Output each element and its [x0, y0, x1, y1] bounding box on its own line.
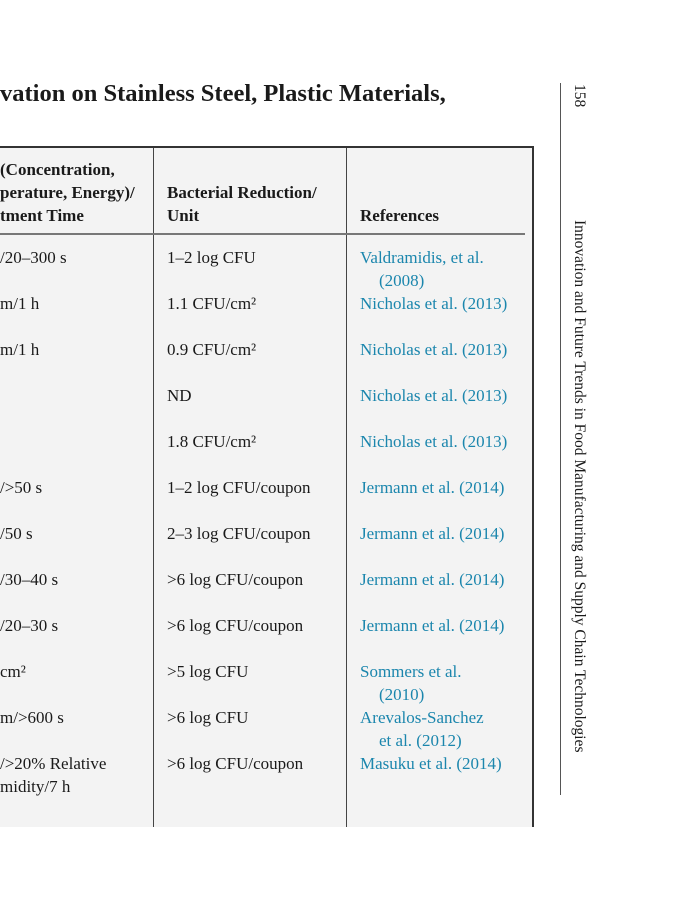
column-divider [346, 148, 347, 827]
cell-line: m/>600 s [0, 708, 64, 727]
header-line: Unit [167, 206, 200, 225]
cell-reduction: 1.1 CFU/cm² [167, 294, 257, 313]
cell-conditions: /20–30 s [0, 614, 58, 637]
cell-line: m/1 h [0, 340, 40, 359]
cell-reduction: 1–2 log CFU/coupon [167, 478, 311, 497]
cell-line: midity/7 h [0, 777, 71, 796]
cell-conditions: cm² [0, 660, 26, 683]
header-line: tment Time [0, 206, 84, 225]
cell-line: /30–40 s [0, 570, 59, 589]
table-title: vation on Stainless Steel, Plastic Mater… [0, 80, 446, 107]
header-line: perature, Energy)/ [0, 183, 135, 202]
cell-reduction: >6 log CFU/coupon [167, 754, 304, 773]
cell-reduction: ND [167, 386, 192, 405]
cell-line: et al. (2012) [379, 731, 462, 750]
cell-line: m/1 h [0, 294, 40, 313]
cell-conditions: m/1 h [0, 338, 39, 361]
cell-reference-link[interactable]: Nicholas et al. (2013) [360, 292, 507, 315]
cell-line: Masuku et al. (2014) [360, 754, 502, 773]
cell-reduction: 1–2 log CFU [167, 248, 256, 267]
cell-conditions: /50 s [0, 522, 33, 545]
cell-line: Nicholas et al. (2013) [360, 340, 508, 359]
data-table: (Concentration, perature, Energy)/ tment… [0, 146, 534, 827]
cell-reference-link[interactable]: Valdramidis, et al. (2008) [360, 246, 484, 292]
cell-reference-link[interactable]: Jermann et al. (2014) [360, 522, 504, 545]
cell-line: Arevalos-Sanchez [360, 708, 484, 727]
cell-reduction: >6 log CFU/coupon [167, 570, 304, 589]
cell-reduction: 1.8 CFU/cm² [167, 432, 257, 451]
cell-line: /20–30 s [0, 616, 59, 635]
cell-conditions: /30–40 s [0, 568, 58, 591]
header-conditions: (Concentration, perature, Energy)/ tment… [0, 158, 135, 227]
cell-conditions: m/1 h [0, 292, 39, 315]
cell-line: />20% Relative [0, 754, 107, 773]
header-line: Bacterial Reduction/ [167, 183, 317, 202]
cell-line: Jermann et al. (2014) [360, 524, 505, 543]
cell-reference-link[interactable]: Jermann et al. (2014) [360, 614, 504, 637]
cell-reference-link[interactable]: Jermann et al. (2014) [360, 568, 504, 591]
header-references: References [360, 206, 439, 225]
cell-line: /50 s [0, 524, 33, 543]
cell-reference-link[interactable]: Nicholas et al. (2013) [360, 384, 507, 407]
cell-reduction: >6 log CFU [167, 708, 249, 727]
cell-line: Jermann et al. (2014) [360, 570, 505, 589]
cell-line: Valdramidis, et al. [360, 248, 484, 267]
column-divider [153, 148, 154, 827]
cell-line: (2008) [379, 271, 425, 290]
cell-reference-link[interactable]: Jermann et al. (2014) [360, 476, 504, 499]
header-reduction: Bacterial Reduction/ Unit [167, 181, 317, 227]
cell-reference-link[interactable]: Arevalos-Sanchez et al. (2012) [360, 706, 484, 752]
cell-reduction: >5 log CFU [167, 662, 249, 681]
margin-rule [560, 83, 561, 795]
header-rule [0, 233, 525, 235]
cell-reference-link[interactable]: Nicholas et al. (2013) [360, 430, 507, 453]
cell-reduction: 2–3 log CFU/coupon [167, 524, 311, 543]
cell-conditions: /20–300 s [0, 246, 67, 269]
cell-line: Jermann et al. (2014) [360, 616, 505, 635]
running-head: 158 Innovation and Future Trends in Food … [570, 84, 588, 752]
cell-line: cm² [0, 662, 26, 681]
cell-reduction: 0.9 CFU/cm² [167, 340, 257, 359]
cell-conditions: />20% Relative midity/7 h [0, 752, 106, 798]
cell-reference-link[interactable]: Masuku et al. (2014) [360, 752, 502, 775]
cell-line: (2010) [379, 685, 425, 704]
cell-line: />50 s [0, 478, 43, 497]
cell-line: /20–300 s [0, 248, 67, 267]
cell-conditions: m/>600 s [0, 706, 64, 729]
cell-line: Nicholas et al. (2013) [360, 386, 508, 405]
cell-reference-link[interactable]: Nicholas et al. (2013) [360, 338, 507, 361]
cell-line: Sommers et al. [360, 662, 462, 681]
cell-line: Jermann et al. (2014) [360, 478, 505, 497]
book-title: Innovation and Future Trends in Food Man… [571, 220, 588, 753]
cell-conditions: />50 s [0, 476, 42, 499]
cell-reduction: >6 log CFU/coupon [167, 616, 304, 635]
cell-line: Nicholas et al. (2013) [360, 294, 508, 313]
cell-reference-link[interactable]: Sommers et al. (2010) [360, 660, 462, 706]
cell-line: Nicholas et al. (2013) [360, 432, 508, 451]
header-line: (Concentration, [0, 160, 115, 179]
page-number: 158 [571, 84, 588, 108]
